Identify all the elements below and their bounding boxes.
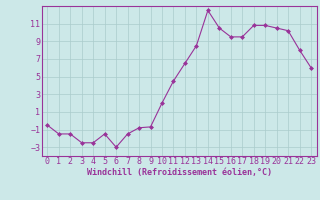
X-axis label: Windchill (Refroidissement éolien,°C): Windchill (Refroidissement éolien,°C) (87, 168, 272, 177)
